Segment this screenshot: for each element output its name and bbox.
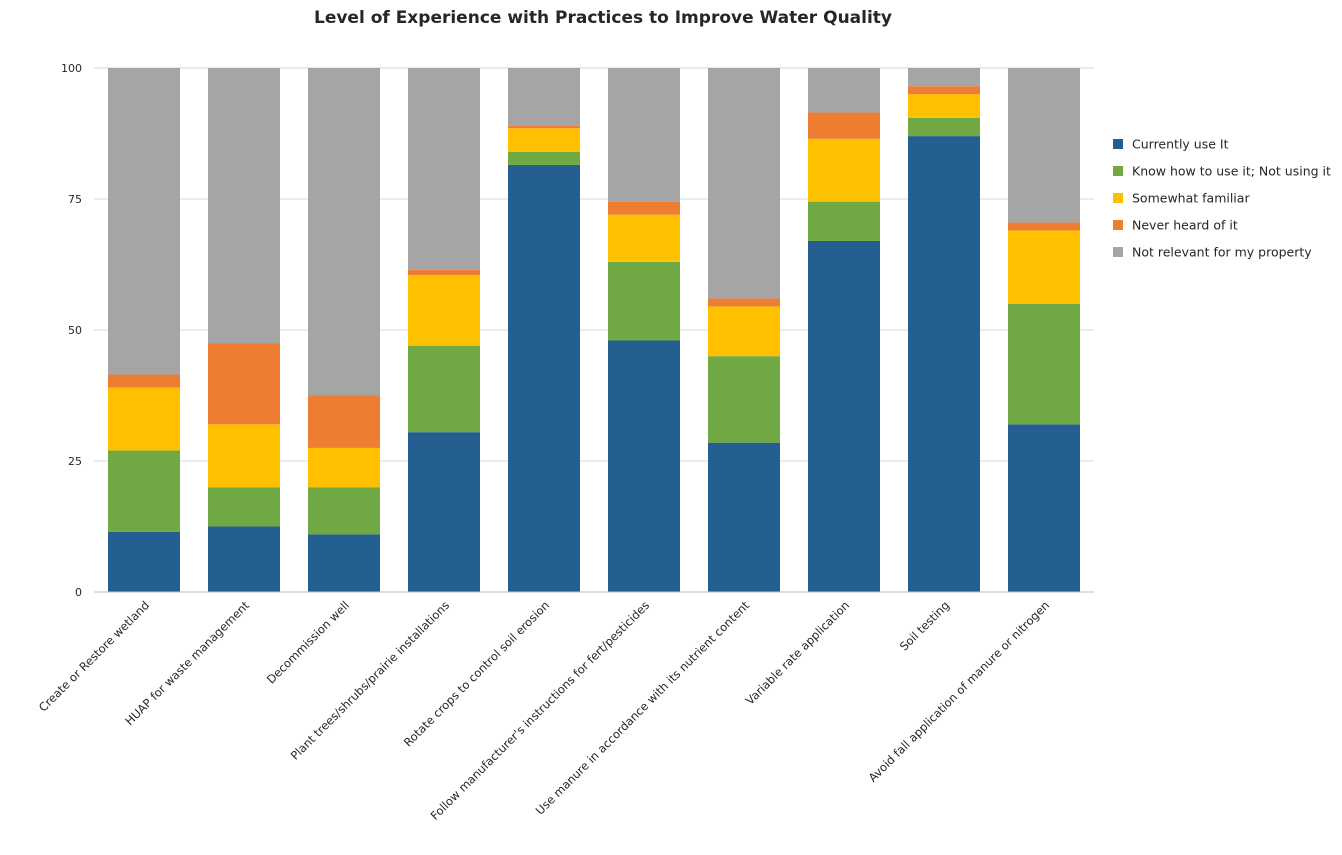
bar-segment	[408, 432, 480, 592]
legend-entry: Currently use It	[1113, 137, 1229, 152]
bar-segment	[608, 201, 680, 215]
x-tick-label: Create or Restore wetland	[36, 598, 152, 714]
x-tick-label: Soil testing	[897, 598, 952, 653]
bar-segment	[808, 138, 880, 202]
bar-segment	[908, 136, 980, 592]
y-tick-label: 100	[61, 62, 82, 75]
bar-segment	[608, 214, 680, 262]
bar-segment	[908, 68, 980, 87]
y-tick-label: 25	[68, 455, 82, 468]
bar-segment	[1008, 303, 1080, 425]
bar-segment	[408, 345, 480, 433]
bar-segment	[408, 68, 480, 270]
bar-segment	[1008, 230, 1080, 304]
x-tick-label: Avoid fall application of manure or nitr…	[866, 598, 1053, 785]
bar-segment	[508, 128, 580, 152]
bar-segment	[708, 442, 780, 592]
bar-segment	[108, 374, 180, 388]
bar-segment	[108, 531, 180, 592]
bar-segment	[908, 117, 980, 137]
y-axis: 0 25 50 75 100	[61, 62, 82, 599]
bar-segment	[608, 261, 680, 341]
bar-segment	[808, 240, 880, 593]
bar-segment	[708, 356, 780, 443]
bar-segment	[108, 68, 180, 375]
bar-segment	[808, 201, 880, 241]
bar-segment	[508, 164, 580, 592]
bar-segment	[308, 487, 380, 535]
bar-segment	[608, 68, 680, 202]
legend-swatch	[1113, 193, 1123, 203]
bar-segment	[508, 151, 580, 165]
bar-segment	[408, 269, 480, 275]
x-tick-label: Plant trees/shrubs/prairie installations	[288, 598, 452, 762]
bar-segment	[608, 340, 680, 592]
y-tick-label: 50	[68, 324, 82, 337]
bar-segment	[808, 112, 880, 139]
bar-segment	[708, 298, 780, 307]
y-tick-label: 0	[75, 586, 82, 599]
bar-segment	[408, 274, 480, 346]
bar-segment	[108, 387, 180, 451]
bar-segment	[508, 68, 580, 126]
bar-segment	[908, 86, 980, 95]
legend-swatch	[1113, 220, 1123, 230]
legend-entry: Somewhat familiar	[1113, 191, 1250, 206]
chart-title: Level of Experience with Practices to Im…	[313, 8, 893, 28]
legend-label: Somewhat familiar	[1132, 191, 1250, 206]
legend-label: Know how to use it; Not using it	[1132, 164, 1331, 179]
x-tick-label: Decommission well	[264, 598, 352, 686]
bar-segment	[208, 343, 280, 425]
bar-segment	[808, 68, 880, 113]
bar-segment	[1008, 68, 1080, 223]
bar-segment	[208, 487, 280, 527]
bar-segment	[308, 395, 380, 448]
bar-segment	[308, 68, 380, 396]
x-tick-label: Follow manufacturer's instructions for f…	[428, 598, 653, 823]
bar-segment	[708, 306, 780, 357]
bar-segment	[208, 424, 280, 488]
bar-segment	[308, 534, 380, 592]
bar-segment	[908, 94, 980, 118]
bar-segment	[208, 68, 280, 344]
y-tick-label: 75	[68, 193, 82, 206]
legend-entry: Never heard of it	[1113, 218, 1238, 233]
legend-entry: Know how to use it; Not using it	[1113, 164, 1331, 179]
bar-segment	[308, 447, 380, 488]
x-tick-label: Use manure in accordance with its nutrie…	[533, 598, 753, 818]
legend-label: Never heard of it	[1132, 218, 1238, 233]
legend-swatch	[1113, 247, 1123, 257]
legend: Currently use It Know how to use it; Not …	[1113, 137, 1331, 260]
x-tick-label: Variable rate application	[743, 598, 852, 707]
legend-label: Currently use It	[1132, 137, 1229, 152]
legend-swatch	[1113, 166, 1123, 176]
legend-entry: Not relevant for my property	[1113, 245, 1312, 260]
bars	[108, 68, 1080, 593]
bar-segment	[708, 68, 780, 299]
legend-label: Not relevant for my property	[1132, 245, 1312, 260]
bar-segment	[1008, 424, 1080, 592]
bar-segment	[1008, 222, 1080, 231]
legend-swatch	[1113, 139, 1123, 149]
bar-segment	[108, 450, 180, 532]
bar-segment	[508, 125, 580, 129]
bar-segment	[208, 526, 280, 592]
